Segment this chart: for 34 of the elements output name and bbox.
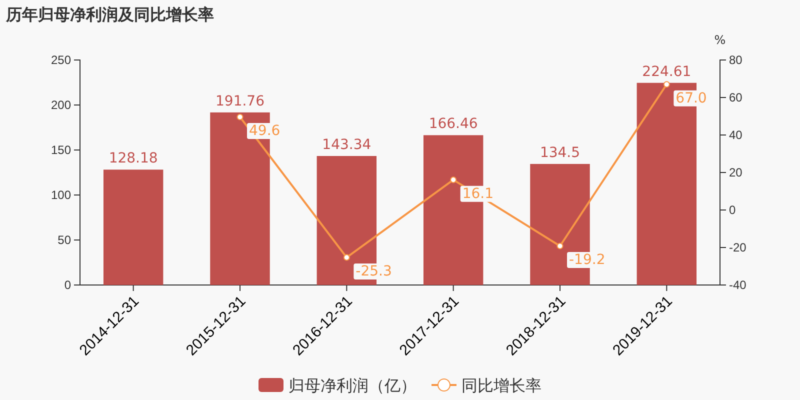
y-tick-label: 50 (58, 232, 72, 247)
y2-tick-label: 40 (729, 128, 743, 142)
y-tick-label: 200 (50, 98, 72, 112)
data-label: -25.3 (356, 263, 392, 280)
data-label: 134.5 (540, 144, 580, 161)
data-label: 191.76 (216, 93, 265, 110)
y2-tick-label: -20 (729, 240, 747, 254)
point (236, 114, 244, 120)
y-tick-label: 150 (50, 142, 72, 157)
point (556, 242, 564, 250)
y-tick-label: 250 (50, 52, 72, 67)
y2-tick-label: 60 (729, 90, 743, 104)
point (663, 81, 670, 88)
data-label: -19.2 (569, 252, 606, 268)
y-tick-label: 0 (64, 278, 72, 292)
data-label: 224.61 (642, 64, 692, 80)
point (343, 254, 350, 261)
y2-tick-label: 80 (729, 52, 743, 67)
point (450, 176, 457, 184)
data-label: 16.1 (462, 186, 494, 202)
data-label: 49.6 (249, 123, 280, 139)
y-tick-label: 100 (50, 188, 72, 202)
data-label: 128.18 (108, 150, 158, 167)
data-label: 143.34 (322, 136, 372, 153)
legend-label: 归母净利润（亿） (288, 376, 416, 395)
bar (103, 170, 164, 285)
y2-tick-label: 20 (729, 165, 743, 180)
data-label: 166.46 (428, 116, 478, 132)
data-label: 67.0 (676, 90, 707, 106)
legend-label: 同比增长率 (462, 376, 542, 395)
y2-axis-title: % (714, 33, 726, 47)
chart-title: 历年归母净利润及同比增长率 (5, 5, 214, 24)
y2-tick-label: 0 (729, 202, 736, 217)
y2-tick-label: -40 (729, 278, 747, 292)
